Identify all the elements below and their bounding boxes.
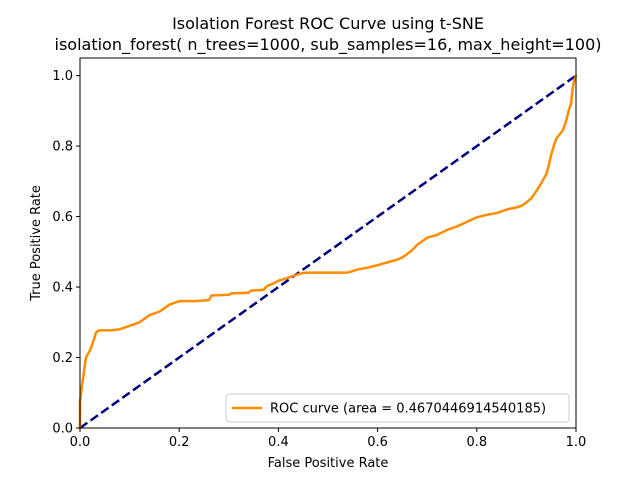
chart-title: Isolation Forest ROC Curve using t-SNE bbox=[172, 14, 484, 33]
y-tick-label: 0.8 bbox=[52, 140, 73, 155]
y-tick-label: 0.0 bbox=[52, 422, 73, 437]
x-axis: 0.0 0.2 0.4 0.6 0.8 1.0 bbox=[70, 428, 587, 450]
legend: ROC curve (area = 0.4670446914540185) bbox=[225, 393, 570, 423]
legend-box bbox=[225, 393, 570, 423]
x-tick-label: 0.4 bbox=[268, 435, 289, 450]
y-tick-label: 0.4 bbox=[52, 281, 73, 296]
axes-frame bbox=[79, 57, 577, 429]
legend-label-roc: ROC curve (area = 0.4670446914540185) bbox=[270, 402, 546, 417]
y-axis: 0.0 0.2 0.4 0.6 0.8 1.0 bbox=[52, 69, 80, 437]
chart-subtitle: isolation_forest( n_trees=1000, sub_samp… bbox=[55, 35, 602, 55]
y-axis-label: True Positive Rate bbox=[29, 185, 44, 302]
x-tick-label: 0.0 bbox=[70, 435, 91, 450]
x-tick-label: 1.0 bbox=[566, 435, 587, 450]
y-tick-label: 1.0 bbox=[52, 69, 73, 84]
chance-diagonal-line bbox=[79, 74, 577, 430]
x-tick-label: 0.6 bbox=[367, 435, 388, 450]
x-tick-label: 0.8 bbox=[466, 435, 487, 450]
x-tick-label: 0.2 bbox=[169, 435, 190, 450]
y-tick-label: 0.6 bbox=[52, 210, 73, 225]
roc-curve-line bbox=[78, 74, 578, 430]
y-tick-label: 0.2 bbox=[52, 351, 73, 366]
plot-area bbox=[78, 74, 578, 430]
x-axis-label: False Positive Rate bbox=[268, 456, 389, 471]
